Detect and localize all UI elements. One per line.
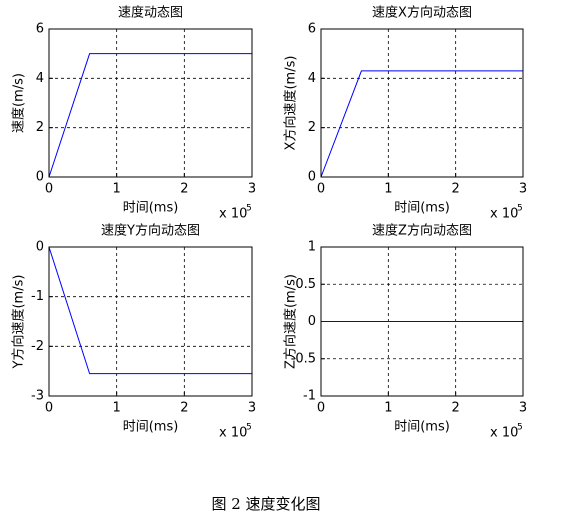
y-tick-label: -0.5	[291, 351, 316, 366]
x-axis-label: 时间(ms)	[394, 201, 450, 216]
x-tick-label: 1	[384, 401, 392, 416]
y-axis-label: 速度(m/s)	[11, 73, 27, 133]
y-tick-label: 6	[36, 22, 44, 37]
y-axis-label: X方向速度(m/s)	[283, 56, 299, 151]
data-line	[48, 246, 252, 375]
axes-frame	[320, 246, 524, 397]
x-multiplier: x 10	[490, 207, 518, 222]
y-tick-label: -1	[31, 289, 44, 304]
axes-frame	[320, 28, 524, 178]
x-tick-label: 3	[519, 182, 527, 197]
y-tick-label: 4	[308, 71, 316, 86]
x-tick-label: 0	[45, 401, 53, 416]
y-tick-label: -2	[31, 339, 44, 354]
x-tick-label: 2	[452, 182, 460, 197]
y-tick-label: 6	[308, 22, 316, 37]
caption: 图 2 速度变化图	[211, 495, 320, 513]
x-tick-label: 2	[180, 401, 188, 416]
x-axis-label: 时间(ms)	[123, 201, 179, 216]
y-axis-label: Z方向速度(m/s)	[283, 274, 299, 369]
x-tick-label: 3	[519, 401, 527, 416]
x-axis-label: 时间(ms)	[123, 420, 179, 435]
x-multiplier: x 10	[219, 426, 247, 441]
axes-frame	[48, 28, 253, 178]
x-multiplier: x 10	[490, 426, 518, 441]
y-tick-label: 4	[36, 71, 44, 86]
data-line	[320, 70, 523, 178]
y-tick-label: 0.5	[295, 277, 316, 292]
x-multiplier-exponent: 5	[246, 204, 252, 214]
axes-frame	[48, 246, 253, 397]
data-line	[48, 53, 252, 178]
x-multiplier-exponent: 5	[517, 204, 523, 214]
x-tick-label: 1	[113, 182, 121, 197]
x-tick-label: 0	[317, 182, 325, 197]
x-multiplier: x 10	[219, 207, 247, 222]
chart-title: 速度动态图	[118, 5, 183, 21]
chart-title: 速度X方向动态图	[372, 5, 472, 21]
y-tick-label: 0	[308, 170, 316, 185]
axes-background	[48, 246, 253, 397]
x-tick-label: 2	[180, 182, 188, 197]
y-tick-label: -1	[303, 389, 316, 404]
y-tick-label: 1	[308, 240, 316, 255]
y-tick-label: 0	[308, 314, 316, 329]
x-tick-label: 1	[113, 401, 121, 416]
x-tick-label: 1	[384, 182, 392, 197]
x-multiplier-exponent: 5	[517, 423, 523, 433]
y-tick-label: 2	[36, 120, 44, 135]
y-tick-label: 0	[36, 170, 44, 185]
y-tick-label: 2	[308, 120, 316, 135]
chart-title: 速度Y方向动态图	[101, 223, 200, 239]
x-axis-label: 时间(ms)	[394, 420, 450, 435]
chart-title: 速度Z方向动态图	[372, 223, 472, 239]
axes-background	[320, 28, 524, 178]
y-tick-label: 0	[36, 240, 44, 255]
axes-background	[48, 28, 253, 178]
y-axis-label: Y方向速度(m/s)	[11, 275, 27, 370]
x-multiplier-exponent: 5	[246, 423, 252, 433]
x-tick-label: 2	[452, 401, 460, 416]
x-tick-label: 0	[45, 182, 53, 197]
y-tick-label: -3	[31, 389, 44, 404]
x-tick-label: 0	[317, 401, 325, 416]
x-tick-label: 3	[248, 401, 256, 416]
x-tick-label: 3	[248, 182, 256, 197]
